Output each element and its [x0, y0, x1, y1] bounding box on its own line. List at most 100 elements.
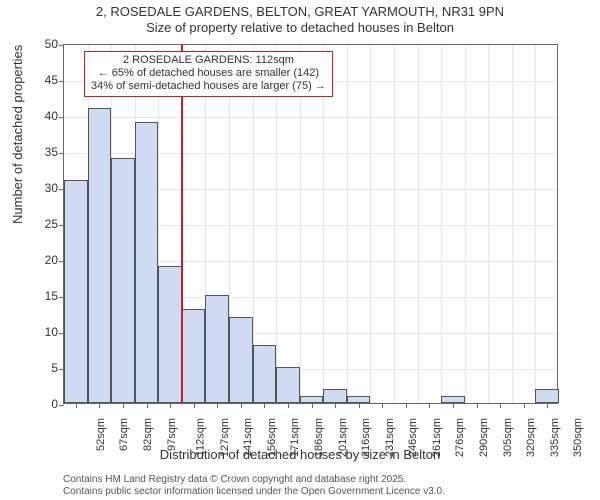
- y-tick: [59, 117, 64, 118]
- x-tick-label: 335sqm: [549, 418, 561, 457]
- histogram-bar: [158, 266, 182, 403]
- x-tick-label: 186sqm: [313, 418, 325, 457]
- x-tick-label: 261sqm: [431, 418, 443, 457]
- chart-container: 2, ROSEDALE GARDENS, BELTON, GREAT YARMO…: [0, 0, 600, 500]
- x-tick-label: 127sqm: [219, 418, 231, 457]
- x-tick-label: 171sqm: [289, 418, 301, 457]
- x-tick: [217, 403, 218, 408]
- marker-line: [181, 45, 183, 403]
- x-tick: [547, 403, 548, 408]
- x-tick-label: 350sqm: [572, 418, 584, 457]
- gridline-v: [418, 45, 419, 403]
- gridline-v: [323, 45, 324, 403]
- title-line-2: Size of property relative to detached ho…: [0, 20, 600, 36]
- x-tick: [500, 403, 501, 408]
- histogram-bar: [88, 108, 112, 403]
- x-tick: [194, 403, 195, 408]
- gridline-v: [441, 45, 442, 403]
- y-tick-label: 30: [28, 181, 58, 195]
- gridline-v: [276, 45, 277, 403]
- y-tick-label: 40: [28, 109, 58, 123]
- x-tick-label: 82sqm: [142, 418, 154, 451]
- histogram-bar: [64, 180, 88, 403]
- chart-title: 2, ROSEDALE GARDENS, BELTON, GREAT YARMO…: [0, 0, 600, 37]
- x-tick: [406, 403, 407, 408]
- histogram-bar: [535, 389, 559, 403]
- title-line-1: 2, ROSEDALE GARDENS, BELTON, GREAT YARMO…: [0, 4, 600, 20]
- x-tick-label: 290sqm: [478, 418, 490, 457]
- x-tick-label: 246sqm: [407, 418, 419, 457]
- annotation-box: 2 ROSEDALE GARDENS: 112sqm ← 65% of deta…: [84, 51, 333, 97]
- annotation-line-3: 34% of semi-detached houses are larger (…: [91, 80, 326, 93]
- x-tick-label: 112sqm: [194, 418, 206, 456]
- gridline-v: [394, 45, 395, 403]
- x-tick-label: 52sqm: [95, 418, 107, 451]
- y-tick-label: 45: [28, 73, 58, 87]
- x-tick-label: 305sqm: [502, 418, 514, 457]
- x-tick-label: 97sqm: [166, 418, 178, 451]
- y-axis-label: Number of detached properties: [10, 45, 25, 224]
- y-tick: [59, 153, 64, 154]
- x-tick: [477, 403, 478, 408]
- gridline-v: [488, 45, 489, 403]
- x-tick: [241, 403, 242, 408]
- x-tick: [288, 403, 289, 408]
- histogram-bar: [441, 396, 465, 403]
- y-tick: [59, 45, 64, 46]
- gridline-v: [465, 45, 466, 403]
- x-tick: [123, 403, 124, 408]
- x-tick: [359, 403, 360, 408]
- x-tick: [147, 403, 148, 408]
- x-tick: [170, 403, 171, 408]
- y-tick: [59, 405, 64, 406]
- x-tick: [453, 403, 454, 408]
- y-axis-label-text: Number of detached properties: [10, 45, 25, 224]
- gridline-v: [347, 45, 348, 403]
- annotation-line-1: 2 ROSEDALE GARDENS: 112sqm: [91, 54, 326, 67]
- footer: Contains HM Land Registry data © Crown c…: [63, 474, 445, 498]
- footer-line-2: Contains public sector information licen…: [63, 486, 445, 498]
- x-tick: [382, 403, 383, 408]
- x-tick-label: 67sqm: [118, 418, 130, 451]
- histogram-bar: [205, 295, 229, 403]
- y-tick-label: 50: [28, 37, 58, 51]
- plot-area: 2 ROSEDALE GARDENS: 112sqm ← 65% of deta…: [63, 44, 558, 404]
- x-tick: [335, 403, 336, 408]
- y-tick-label: 10: [28, 325, 58, 339]
- x-tick-label: 276sqm: [454, 418, 466, 457]
- histogram-bar: [135, 122, 159, 403]
- histogram-bar: [276, 367, 300, 403]
- x-tick-label: 156sqm: [266, 418, 278, 457]
- x-tick: [429, 403, 430, 408]
- x-tick: [312, 403, 313, 408]
- y-tick: [59, 81, 64, 82]
- x-tick-label: 231sqm: [384, 418, 396, 457]
- y-tick-label: 5: [28, 361, 58, 375]
- gridline-v: [512, 45, 513, 403]
- histogram-bar: [182, 309, 206, 403]
- gridline-v: [535, 45, 536, 403]
- gridline-v: [370, 45, 371, 403]
- y-tick-label: 25: [28, 217, 58, 231]
- x-tick-label: 201sqm: [337, 418, 349, 457]
- gridline-v: [300, 45, 301, 403]
- histogram-bar: [300, 396, 324, 403]
- x-tick-label: 320sqm: [525, 418, 537, 457]
- histogram-bar: [347, 396, 371, 403]
- histogram-bar: [229, 317, 253, 403]
- x-tick: [76, 403, 77, 408]
- annotation-line-2: ← 65% of detached houses are smaller (14…: [91, 67, 326, 80]
- y-tick-label: 0: [28, 397, 58, 411]
- x-tick-label: 141sqm: [242, 418, 254, 457]
- x-tick: [524, 403, 525, 408]
- y-tick-label: 35: [28, 145, 58, 159]
- x-tick: [264, 403, 265, 408]
- gridline-h: [64, 117, 557, 118]
- footer-line-1: Contains HM Land Registry data © Crown c…: [63, 474, 445, 486]
- histogram-bar: [253, 345, 277, 403]
- y-tick-label: 15: [28, 289, 58, 303]
- y-tick-label: 20: [28, 253, 58, 267]
- histogram-bar: [111, 158, 135, 403]
- histogram-bar: [323, 389, 347, 403]
- x-tick: [99, 403, 100, 408]
